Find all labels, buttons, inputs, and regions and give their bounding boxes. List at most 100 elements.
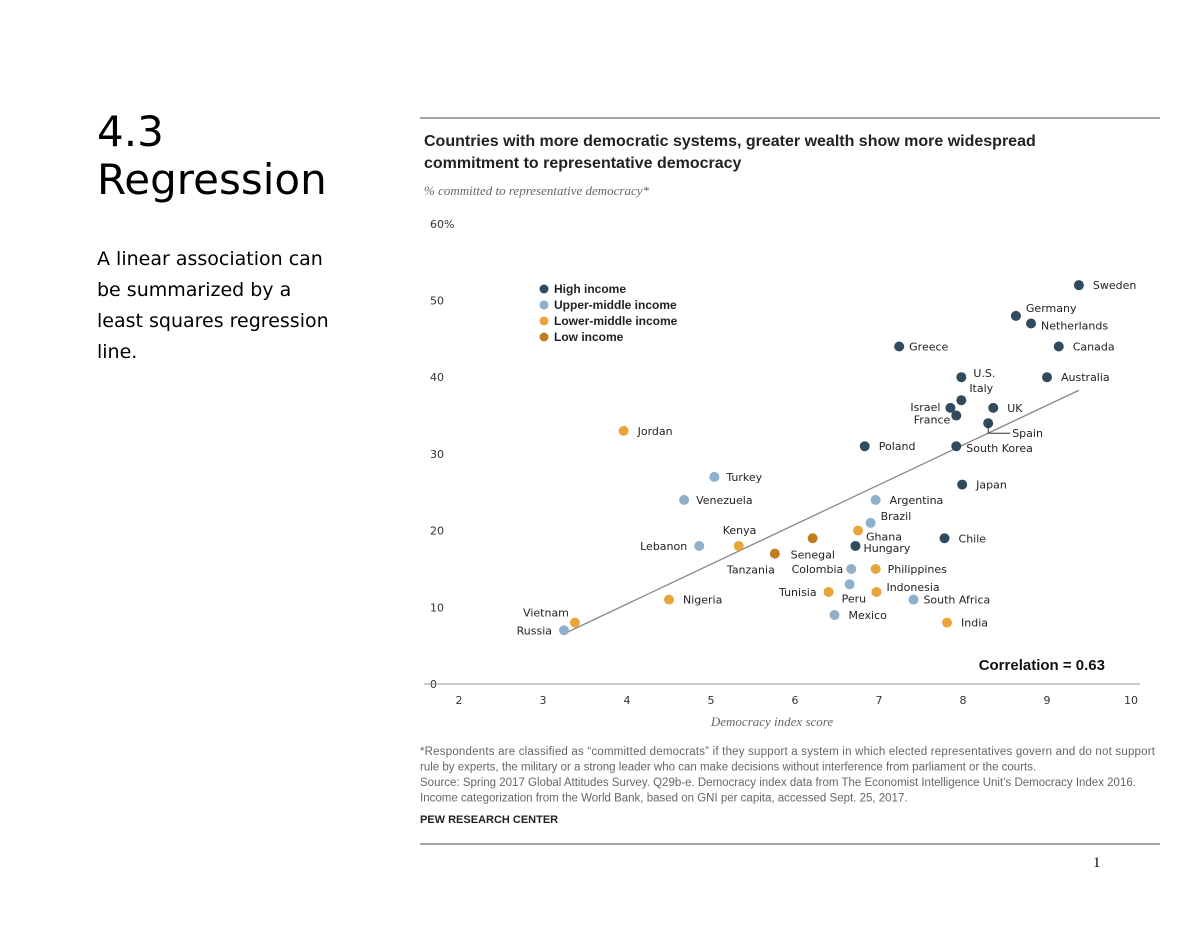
point-marker: [894, 341, 905, 352]
regression-line: [564, 389, 1080, 634]
data-point: Philippines: [870, 563, 947, 576]
point-label: Greece: [909, 341, 948, 354]
y-tick-label: 20: [430, 525, 444, 538]
data-point: Peru: [842, 579, 867, 605]
data-point: Israel: [910, 401, 956, 414]
data-point: Russia: [517, 624, 569, 637]
legend-swatch: [539, 284, 549, 294]
correlation-annotation: Correlation = 0.63: [979, 657, 1105, 674]
data-point: Tanzania: [726, 548, 780, 577]
point-marker: [1073, 280, 1084, 291]
point-marker: [1042, 372, 1052, 383]
data-point: Greece: [894, 341, 949, 354]
x-tick-label: 6: [792, 694, 799, 707]
point-label: Hungary: [863, 542, 910, 555]
data-point: UK: [988, 402, 1023, 415]
data-point: Kenya: [723, 524, 756, 551]
data-point: Indonesia: [871, 581, 940, 597]
point-label: South Korea: [966, 442, 1033, 455]
x-axis-label: Democracy index score: [710, 714, 833, 729]
point-marker: [694, 540, 705, 551]
point-marker: [679, 494, 690, 505]
legend-swatch: [539, 316, 549, 326]
x-tick-label: 8: [960, 694, 967, 707]
data-point: Venezuela: [679, 494, 753, 507]
point-label: Lebanon: [640, 540, 687, 553]
point-marker: [618, 425, 629, 436]
page-number: 1: [1093, 855, 1101, 871]
point-marker: [569, 617, 580, 628]
data-point: Hungary: [850, 540, 911, 555]
spain-leader-line: [987, 423, 1011, 434]
data-point: Jordan: [618, 425, 673, 438]
data-point: Lebanon: [640, 540, 705, 553]
data-point: Mexico: [829, 609, 887, 622]
point-label: Colombia: [792, 563, 844, 576]
point-label: Jordan: [637, 425, 673, 438]
point-label: U.S.: [973, 367, 995, 380]
y-tick-label: 30: [430, 448, 444, 461]
data-point: U.S.: [956, 367, 995, 383]
point-label: Argentina: [890, 494, 944, 507]
x-tick-label: 10: [1124, 694, 1138, 707]
point-marker: [846, 563, 857, 574]
point-marker: [870, 563, 881, 574]
point-label: UK: [1007, 402, 1023, 415]
point-label: Tunisia: [778, 586, 817, 599]
data-point: Australia: [1042, 371, 1110, 384]
legend-item: Low income: [539, 330, 624, 344]
point-marker: [769, 548, 780, 559]
point-label: Spain: [1012, 427, 1043, 440]
point-label: Chile: [959, 532, 987, 545]
legend-item: High income: [539, 282, 626, 296]
point-label: Venezuela: [696, 494, 753, 507]
legend-swatch: [539, 332, 549, 342]
point-marker: [844, 579, 855, 590]
y-tick-label: 10: [430, 601, 444, 614]
point-marker: [957, 479, 968, 490]
data-point: France: [914, 410, 962, 427]
point-marker: [939, 533, 950, 544]
point-marker: [945, 402, 956, 413]
data-point: Chile: [939, 532, 987, 545]
point-label: Brazil: [881, 510, 912, 523]
footnote-line: rule by experts, the military or a stron…: [420, 762, 1036, 774]
point-marker: [559, 625, 569, 636]
x-tick-label: 7: [876, 694, 883, 707]
point-label: Israel: [910, 401, 940, 414]
point-label: Mexico: [848, 609, 887, 622]
point-label: Nigeria: [683, 594, 722, 607]
data-point: Canada: [1053, 341, 1115, 354]
point-label: Ghana: [866, 531, 902, 544]
point-label: Italy: [969, 382, 993, 395]
point-marker: [871, 586, 882, 597]
point-marker: [853, 525, 863, 536]
data-point: Tunisia: [778, 586, 834, 599]
legend-label: High income: [554, 282, 626, 296]
point-marker: [942, 617, 953, 628]
chart-title-line2: commitment to representative democracy: [424, 155, 742, 172]
legend-label: Low income: [554, 330, 624, 344]
y-tick-label: 60%: [430, 218, 454, 231]
point-label: Vietnam: [523, 607, 569, 620]
x-tick-label: 3: [540, 694, 547, 707]
source-org: PEW RESEARCH CENTER: [420, 814, 558, 826]
point-marker: [1026, 318, 1037, 329]
point-label: Peru: [842, 592, 867, 605]
data-point: South Korea: [951, 441, 1033, 455]
data-point: India: [942, 617, 988, 630]
data-point: Senegal: [791, 533, 835, 561]
legend-item: Lower-middle income: [539, 314, 678, 328]
point-label: Turkey: [725, 471, 762, 484]
point-label: Germany: [1026, 302, 1077, 315]
footnote-line: Source: Spring 2017 Global Attitudes Sur…: [420, 777, 1136, 789]
point-marker: [908, 594, 919, 605]
data-point: Netherlands: [1026, 318, 1108, 333]
point-label: Senegal: [791, 548, 835, 561]
data-point: Poland: [859, 440, 915, 453]
x-tick-label: 4: [624, 694, 631, 707]
point-label: France: [914, 414, 951, 427]
legend-label: Lower-middle income: [554, 314, 678, 328]
x-tick-label: 2: [456, 694, 463, 707]
